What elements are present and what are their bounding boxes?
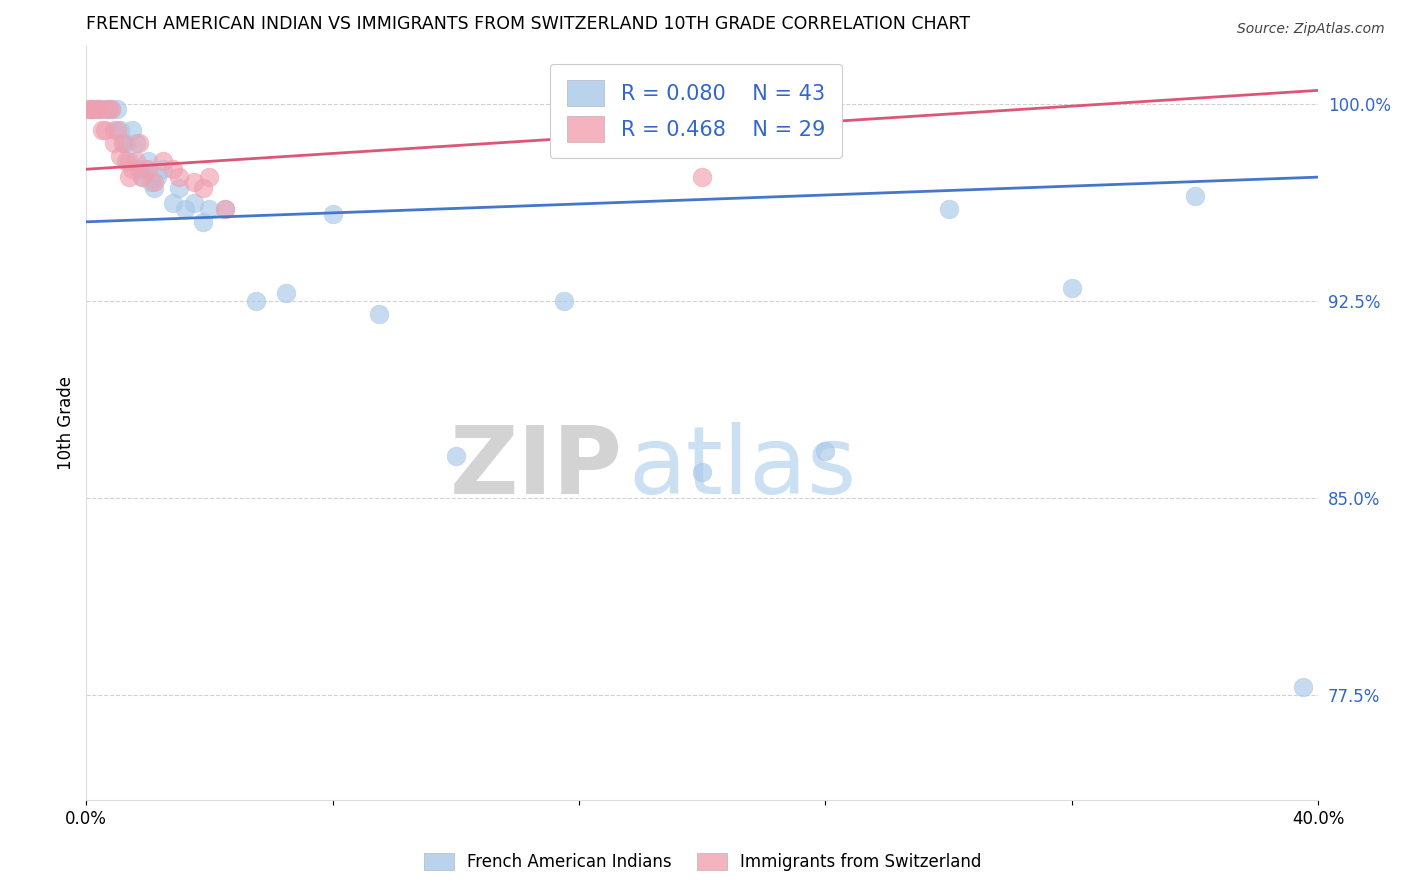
Point xyxy=(193,180,215,194)
Point xyxy=(103,136,125,150)
Point xyxy=(112,136,135,150)
Point xyxy=(84,102,107,116)
Point xyxy=(79,102,101,116)
Point xyxy=(79,102,101,116)
Point xyxy=(152,154,174,169)
Point xyxy=(105,102,128,116)
Point xyxy=(167,180,190,194)
Point xyxy=(87,102,110,116)
Point xyxy=(115,154,138,169)
Point xyxy=(115,136,138,150)
Point xyxy=(146,170,169,185)
Point xyxy=(136,162,159,177)
Point xyxy=(82,102,104,116)
Point xyxy=(167,170,190,185)
Point xyxy=(112,136,135,150)
Point xyxy=(103,123,125,137)
Point xyxy=(94,123,117,137)
Point xyxy=(183,196,205,211)
Legend: French American Indians, Immigrants from Switzerland: French American Indians, Immigrants from… xyxy=(416,845,990,880)
Text: ZIP: ZIP xyxy=(450,422,623,514)
Point xyxy=(143,180,166,194)
Point xyxy=(90,123,112,137)
Point xyxy=(121,162,143,177)
Point xyxy=(162,196,184,211)
Point xyxy=(183,175,205,189)
Point xyxy=(136,154,159,169)
Point xyxy=(105,123,128,137)
Point xyxy=(84,102,107,116)
Point xyxy=(97,102,120,116)
Point xyxy=(100,102,122,116)
Point xyxy=(152,162,174,177)
Point xyxy=(214,202,236,216)
Point xyxy=(690,170,713,185)
Point xyxy=(100,102,122,116)
Point xyxy=(1292,680,1315,694)
Point xyxy=(173,202,195,216)
Point xyxy=(108,149,131,163)
Point xyxy=(198,202,221,216)
Point xyxy=(82,102,104,116)
Text: FRENCH AMERICAN INDIAN VS IMMIGRANTS FROM SWITZERLAND 10TH GRADE CORRELATION CHA: FRENCH AMERICAN INDIAN VS IMMIGRANTS FRO… xyxy=(86,15,970,33)
Y-axis label: 10th Grade: 10th Grade xyxy=(58,376,75,470)
Point xyxy=(1060,280,1083,294)
Point xyxy=(131,170,153,185)
Point xyxy=(118,170,141,185)
Point xyxy=(143,175,166,189)
Point xyxy=(814,443,837,458)
Point xyxy=(131,170,153,185)
Point xyxy=(124,154,146,169)
Point xyxy=(198,170,221,185)
Point xyxy=(214,202,236,216)
Point xyxy=(90,102,112,116)
Point xyxy=(568,102,591,116)
Point xyxy=(938,202,960,216)
Point xyxy=(118,154,141,169)
Point xyxy=(87,102,110,116)
Point xyxy=(124,136,146,150)
Point xyxy=(162,162,184,177)
Point xyxy=(139,175,162,189)
Point xyxy=(1184,188,1206,202)
Point xyxy=(245,293,267,308)
Point xyxy=(94,102,117,116)
Point xyxy=(444,449,467,463)
Point xyxy=(108,123,131,137)
Point xyxy=(276,285,298,300)
Point xyxy=(97,102,120,116)
Point xyxy=(128,162,150,177)
Point xyxy=(322,207,344,221)
Point xyxy=(690,465,713,479)
Point xyxy=(193,215,215,229)
Point xyxy=(367,307,389,321)
Point xyxy=(128,136,150,150)
Point xyxy=(121,123,143,137)
Text: Source: ZipAtlas.com: Source: ZipAtlas.com xyxy=(1237,22,1385,37)
Point xyxy=(553,293,575,308)
Point xyxy=(134,162,156,177)
Legend: R = 0.080    N = 43, R = 0.468    N = 29: R = 0.080 N = 43, R = 0.468 N = 29 xyxy=(550,63,842,158)
Text: atlas: atlas xyxy=(628,422,856,514)
